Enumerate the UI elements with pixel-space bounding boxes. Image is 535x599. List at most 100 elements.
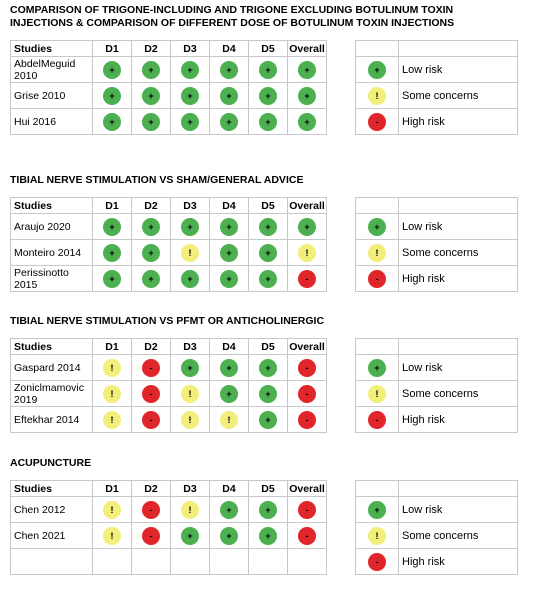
- judgment-cell: +: [170, 82, 210, 109]
- risk-dot: -: [298, 410, 316, 429]
- legend-symbol-cell: +: [355, 496, 399, 523]
- column-header: D3: [170, 40, 210, 57]
- risk-dot: +: [259, 410, 277, 429]
- column-header: Overall: [287, 338, 327, 355]
- risk-dot: +: [142, 243, 160, 262]
- risk-dot: !: [103, 384, 121, 403]
- column-header: Studies: [10, 40, 93, 57]
- column-header: Overall: [287, 40, 327, 57]
- legend-header: [355, 197, 518, 214]
- column-header: D1: [92, 480, 132, 497]
- risk-dot: -: [368, 112, 386, 131]
- legend-row: - High risk: [355, 108, 518, 135]
- judgment-cell: +: [248, 108, 288, 135]
- column-header: D5: [248, 197, 288, 214]
- risk-dot: +: [220, 60, 238, 79]
- judgment-cell: -: [131, 522, 171, 549]
- risk-dot: +: [259, 86, 277, 105]
- judgment-cell: +: [248, 354, 288, 381]
- legend-label: High risk: [398, 548, 518, 575]
- study-name: Hui 2016: [10, 108, 93, 135]
- judgment-cell: +: [131, 213, 171, 240]
- empty-cell: [355, 40, 399, 57]
- column-header: D1: [92, 338, 132, 355]
- column-header: Studies: [10, 480, 93, 497]
- judgment-cell: +: [170, 354, 210, 381]
- risk-dot: +: [181, 217, 199, 236]
- empty-cell: [398, 480, 518, 497]
- risk-table: Studies D1 D2 D3 D4 D5 Overall Gaspard 2014! - + +…: [10, 338, 327, 433]
- header-row: Studies D1 D2 D3 D4 D5 Overall: [10, 40, 327, 57]
- judgment-cell: -: [287, 522, 327, 549]
- judgment-cell: +: [248, 265, 288, 292]
- judgment-cell: +: [287, 108, 327, 135]
- risk-dot: +: [181, 358, 199, 377]
- legend-header: [355, 480, 518, 497]
- study-name: Araujo 2020: [10, 213, 93, 240]
- legend-row: ! Some concerns: [355, 380, 518, 407]
- risk-dot: +: [259, 112, 277, 131]
- legend-row: + Low risk: [355, 56, 518, 83]
- column-header: Studies: [10, 197, 93, 214]
- risk-dot: +: [220, 217, 238, 236]
- risk-dot: +: [298, 86, 316, 105]
- risk-dot: +: [181, 112, 199, 131]
- judgment-cell: +: [209, 213, 249, 240]
- risk-dot: !: [103, 410, 121, 429]
- judgment-cell: +: [209, 354, 249, 381]
- risk-dot: +: [142, 217, 160, 236]
- risk-dot: !: [103, 526, 121, 545]
- legend-table: + Low risk! Some concerns - High risk: [355, 480, 518, 575]
- risk-dot: !: [220, 410, 238, 429]
- legend-label: High risk: [398, 108, 518, 135]
- judgment-cell: +: [209, 265, 249, 292]
- judgment-cell: +: [209, 496, 249, 523]
- legend-row: ! Some concerns: [355, 522, 518, 549]
- judgment-cell: -: [287, 265, 327, 292]
- judgment-cell: +: [209, 380, 249, 407]
- study-name: Chen 2012: [10, 496, 93, 523]
- section-title: TIBIAL NERVE STIMULATION VS SHAM/GENERAL…: [10, 174, 304, 186]
- risk-dot: -: [142, 384, 160, 403]
- risk-dot: -: [142, 500, 160, 519]
- legend-row: + Low risk: [355, 354, 518, 381]
- study-row: [10, 548, 327, 575]
- legend-row: ! Some concerns: [355, 239, 518, 266]
- legend-table: + Low risk! Some concerns - High risk: [355, 338, 518, 433]
- legend-symbol-cell: -: [355, 265, 399, 292]
- column-header: D2: [131, 40, 171, 57]
- risk-dot: +: [181, 60, 199, 79]
- risk-dot: +: [259, 384, 277, 403]
- risk-dot: +: [259, 526, 277, 545]
- legend-label: Some concerns: [398, 380, 518, 407]
- legend-row: - High risk: [355, 265, 518, 292]
- risk-dot: +: [103, 60, 121, 79]
- judgment-cell: +: [248, 56, 288, 83]
- legend-symbol-cell: -: [355, 406, 399, 433]
- risk-dot: +: [298, 60, 316, 79]
- column-header: D2: [131, 197, 171, 214]
- risk-dot: +: [220, 269, 238, 288]
- study-row: Monteiro 2014 + +! + +!: [10, 239, 327, 266]
- risk-dot: +: [142, 60, 160, 79]
- judgment-cell: +: [248, 406, 288, 433]
- study-row: Perissinotto 2015 + + + + + -: [10, 265, 327, 292]
- study-row: Chen 2012! -! + + -: [10, 496, 327, 523]
- risk-dot: +: [142, 269, 160, 288]
- study-name: AbdelMeguid 2010: [10, 56, 93, 83]
- risk-dot: +: [259, 217, 277, 236]
- risk-table: Studies D1 D2 D3 D4 D5 Overall AbdelMeguid 2010…: [10, 40, 327, 135]
- risk-dot: +: [103, 269, 121, 288]
- risk-dot: +: [103, 86, 121, 105]
- risk-dot: +: [142, 86, 160, 105]
- judgment-cell: !: [170, 380, 210, 407]
- judgment-cell: -: [131, 354, 171, 381]
- judgment-cell: -: [131, 496, 171, 523]
- judgment-cell: !: [209, 406, 249, 433]
- judgment-cell: +: [209, 82, 249, 109]
- legend-symbol-cell: !: [355, 239, 399, 266]
- legend-table: + Low risk! Some concerns - High risk: [355, 197, 518, 292]
- section-title: ACUPUNCTURE: [10, 457, 92, 469]
- risk-dot: !: [103, 500, 121, 519]
